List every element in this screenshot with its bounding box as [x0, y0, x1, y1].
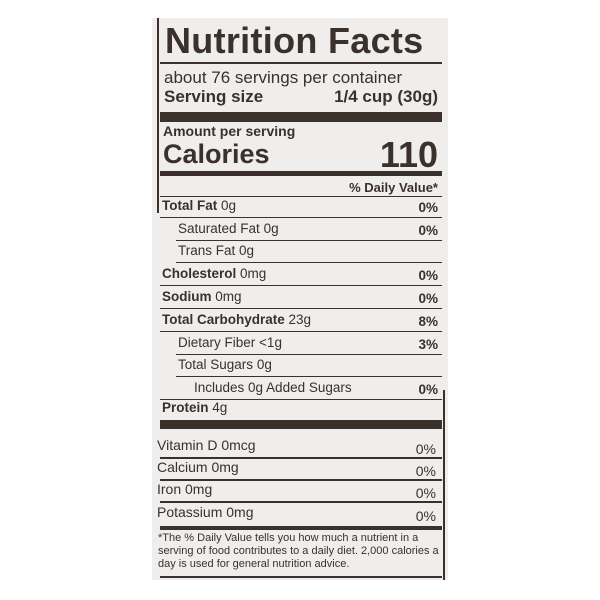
vitamin-name: Potassium 0mg [157, 504, 254, 520]
vitamin-dv: 0% [415, 441, 436, 457]
vitamin-dv: 0% [415, 508, 436, 524]
vitamin-name: Iron 0mg [157, 481, 213, 497]
divider [160, 62, 442, 64]
nutrient-row: Trans Fat 0g [178, 243, 254, 258]
row-divider [160, 479, 442, 481]
row-divider [160, 331, 442, 332]
nutrient-row: Total Carbohydrate 23g [162, 312, 311, 327]
left-border [157, 18, 159, 213]
nutrient-dv: 0% [418, 382, 438, 397]
row-divider [176, 376, 442, 377]
vitamin-dv: 0% [415, 485, 436, 501]
nutrient-amount: <1g [259, 335, 282, 350]
medium-divider [160, 171, 442, 176]
nutrient-name: Protein [162, 400, 209, 415]
nutrient-amount: 0g [239, 243, 255, 258]
nutrient-dv: 3% [418, 337, 438, 352]
nutrient-name: Total Fat [162, 198, 218, 213]
nutrition-label: Nutrition Facts about 76 servings per co… [157, 0, 442, 600]
nutrient-dv: 0% [418, 268, 438, 283]
title: Nutrition Facts [165, 20, 424, 61]
servings-per-container: about 76 servings per container [164, 68, 403, 87]
nutrient-amount: 4g [212, 400, 228, 415]
nutrient-amount: 0g [256, 357, 272, 372]
calories-value: 110 [379, 134, 438, 175]
nutrient-name: Sodium [162, 289, 212, 304]
row-divider [160, 457, 442, 459]
nutrient-amount: 23g [288, 312, 312, 327]
nutrient-dv: 0% [418, 291, 438, 306]
divider [160, 576, 442, 578]
vitamin-name: Vitamin D 0mcg [157, 437, 256, 453]
nutrient-name: Total Carbohydrate [162, 312, 285, 327]
nutrient-row: Total Fat 0g [162, 198, 236, 213]
thick-divider [160, 420, 442, 429]
nutrient-row: Total Sugars 0g [178, 357, 272, 372]
amount-per-serving: Amount per serving [163, 123, 296, 139]
nutrient-row: Saturated Fat 0g [178, 221, 279, 236]
nutrient-dv: 0% [418, 200, 438, 215]
row-divider [160, 217, 442, 218]
medium-divider [160, 526, 442, 530]
row-divider [176, 240, 442, 241]
row-divider [176, 262, 442, 263]
row-divider [160, 501, 442, 503]
nutrient-dv: 0% [418, 223, 438, 238]
vitamin-dv: 0% [415, 463, 436, 479]
nutrient-row: Protein 4g [162, 400, 227, 415]
nutrient-name: Dietary Fiber [178, 335, 256, 350]
nutrient-row: Dietary Fiber <1g [178, 335, 282, 350]
footnote: *The % Daily Value tells you how much a … [158, 532, 439, 570]
serving-size-label: Serving size [164, 87, 264, 106]
calories-label: Calories [163, 139, 270, 169]
nutrient-amount: 0g [221, 198, 237, 213]
thick-divider [160, 112, 442, 122]
nutrient-amount: 0mg [215, 289, 242, 304]
row-divider [160, 308, 442, 309]
row-divider [176, 354, 442, 355]
nutrient-name: Cholesterol [162, 266, 237, 281]
row-divider [160, 399, 442, 400]
nutrient-row: Cholesterol 0mg [162, 266, 266, 281]
serving-size-value: 1/4 cup (30g) [334, 87, 438, 106]
vitamin-name: Calcium 0mg [157, 459, 239, 475]
nutrient-name: Saturated Fat [178, 221, 260, 236]
nutrient-row: Sodium 0mg [162, 289, 242, 304]
nutrient-name: Trans Fat [178, 243, 236, 258]
row-divider [160, 285, 442, 286]
right-border [443, 390, 445, 580]
divider [160, 196, 442, 197]
nutrient-amount: 0mg [240, 266, 267, 281]
nutrient-row: Includes 0g Added Sugars [194, 380, 352, 395]
nutrient-name: Includes 0g Added Sugars [194, 380, 352, 395]
nutrient-amount: 0g [263, 221, 279, 236]
label-panel [152, 18, 448, 580]
daily-value-header: % Daily Value* [349, 180, 438, 195]
nutrient-name: Total Sugars [178, 357, 254, 372]
nutrient-dv: 8% [418, 314, 438, 329]
